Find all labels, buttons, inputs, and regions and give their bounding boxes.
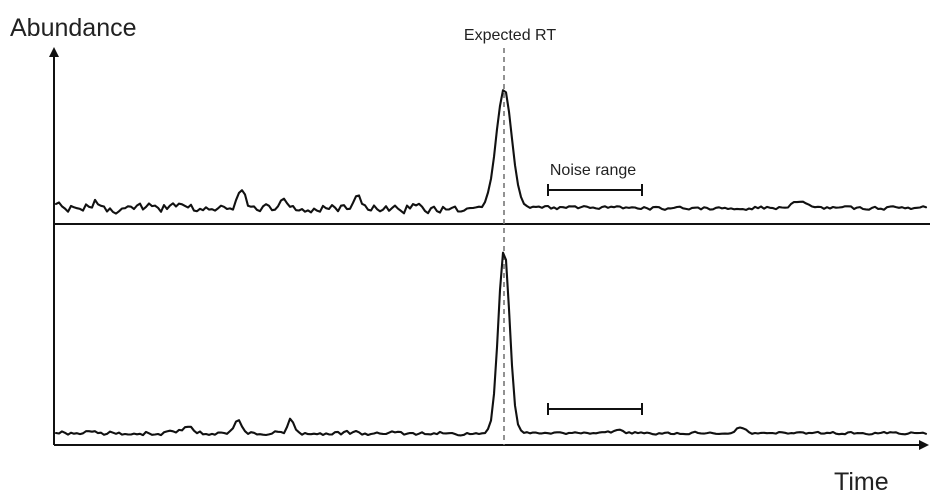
y-axis-label: Abundance: [10, 14, 137, 42]
bottom-chromatogram-trace: [54, 251, 928, 437]
expected-rt-label: Expected RT: [464, 27, 556, 44]
x-axis-label: Time: [834, 468, 889, 490]
noise-range-label: Noise range: [550, 162, 636, 179]
noise-range-bracket-bottom: [547, 403, 643, 415]
top-chromatogram-trace: [54, 89, 928, 215]
noise-range-bracket-top: [547, 184, 643, 196]
